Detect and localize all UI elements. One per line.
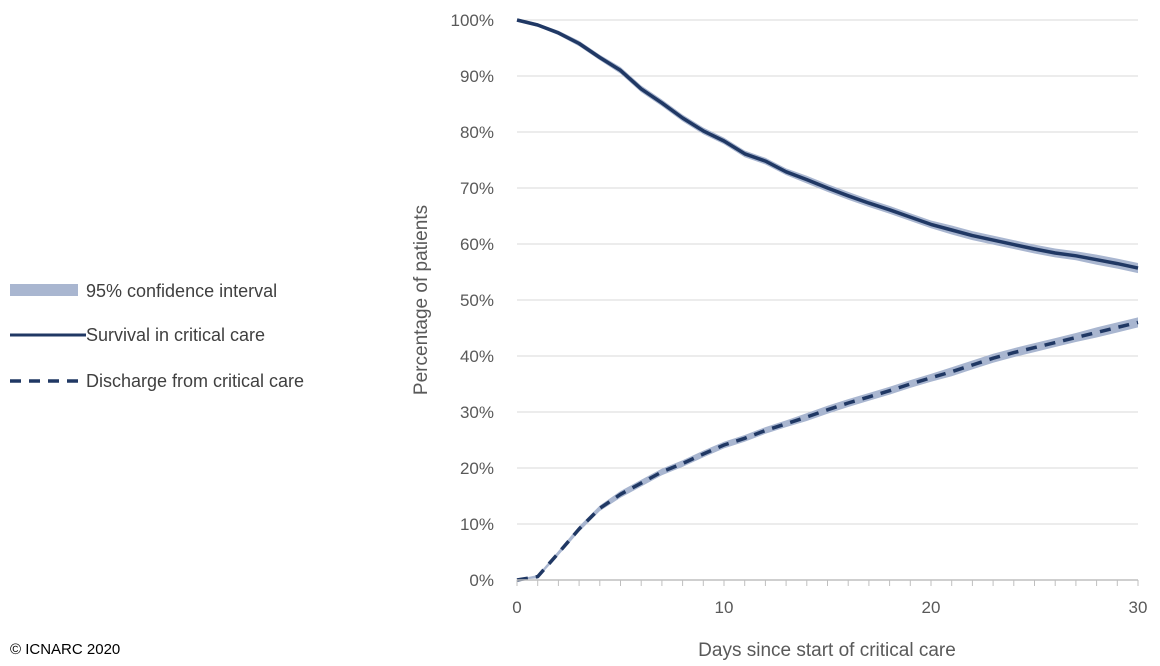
y-tick-label: 40%: [460, 347, 494, 366]
x-tick-label: 20: [922, 598, 941, 617]
y-tick-label: 90%: [460, 67, 494, 86]
y-tick-label: 60%: [460, 235, 494, 254]
discharge-line: [516, 320, 1139, 582]
series-lines: [516, 18, 1139, 582]
x-tick-label: 30: [1129, 598, 1148, 617]
survival-line: [516, 18, 1139, 270]
legend: 95% confidence interval Survival in crit…: [10, 281, 304, 391]
y-tick-label: 80%: [460, 123, 494, 142]
y-axis-title: Percentage of patients: [411, 205, 432, 395]
y-tick-label: 70%: [460, 179, 494, 198]
legend-label-discharge: Discharge from critical care: [86, 371, 304, 391]
y-tick-label: 30%: [460, 403, 494, 422]
y-tick-label: 10%: [460, 515, 494, 534]
axes: [516, 579, 1139, 586]
y-tick-label: 50%: [460, 291, 494, 310]
y-tick-label: 100%: [451, 11, 494, 30]
ci-band-1: [517, 317, 1138, 580]
ci-band-0: [517, 19, 1138, 274]
gridlines: [517, 19, 1138, 525]
legend-label-ci: 95% confidence interval: [86, 281, 277, 301]
x-tick-label: 10: [715, 598, 734, 617]
x-tick-label: 0: [512, 598, 521, 617]
copyright-notice: © ICNARC 2020: [10, 641, 120, 658]
x-axis-title: Days since start of critical care: [698, 640, 956, 661]
y-tick-label: 20%: [460, 459, 494, 478]
legend-swatch-ci: [10, 284, 78, 296]
legend-label-survival: Survival in critical care: [86, 325, 265, 345]
y-tick-label: 0%: [469, 571, 494, 590]
x-tick-labels: 0 10 20 30: [512, 598, 1147, 617]
y-tick-labels: 0% 10% 20% 30% 40% 50% 60% 70% 80% 90% 100%: [451, 11, 494, 590]
